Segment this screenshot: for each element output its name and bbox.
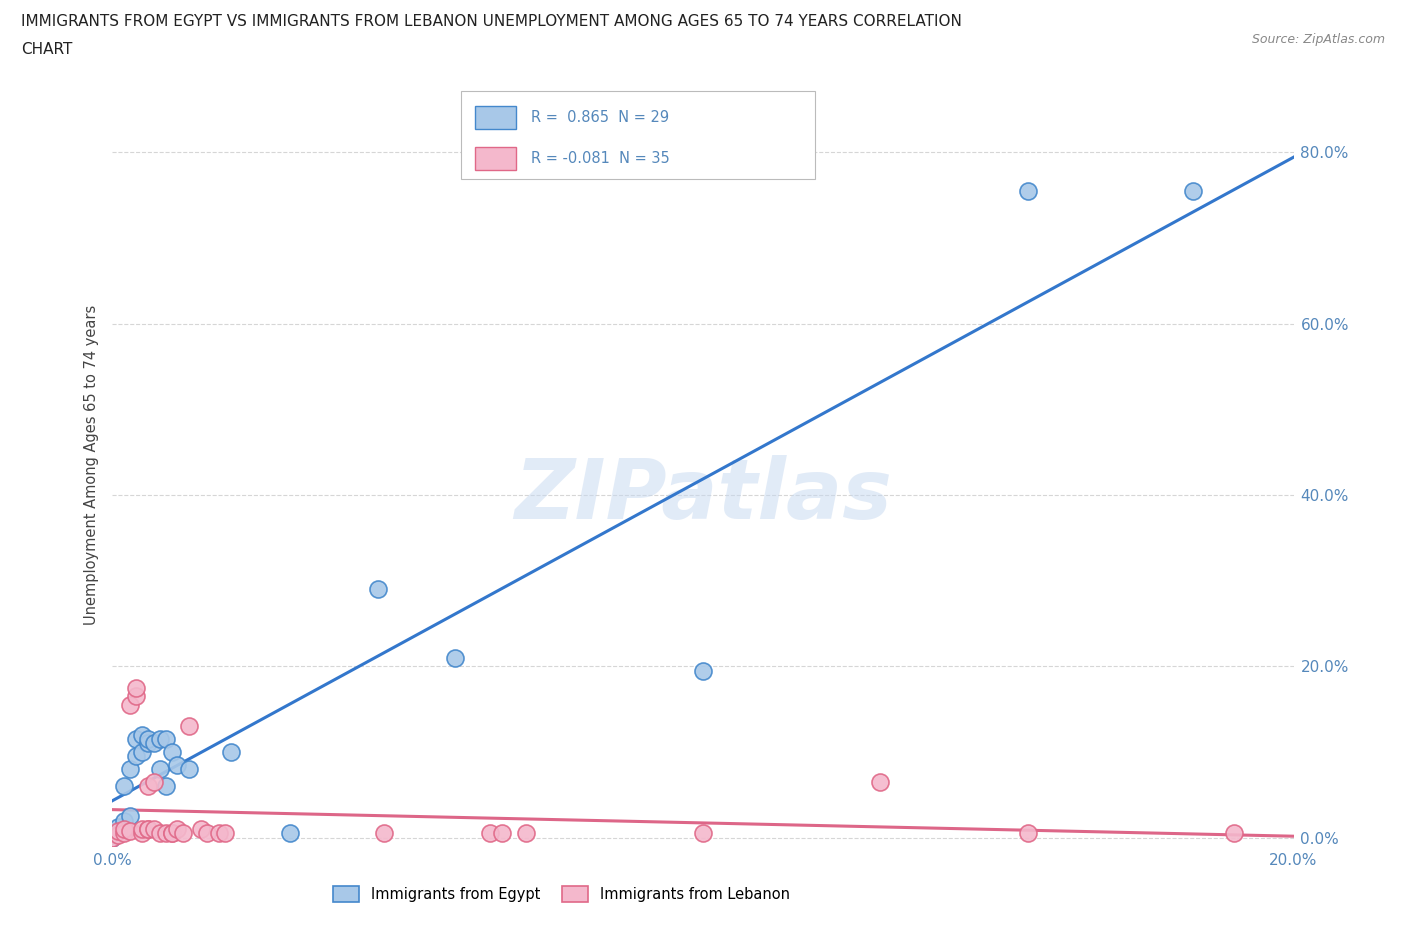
Point: [155, 732, 177, 747]
Text: IMMIGRANTS FROM EGYPT VS IMMIGRANTS FROM LEBANON UNEMPLOYMENT AMONG AGES 65 TO 7: IMMIGRANTS FROM EGYPT VS IMMIGRANTS FROM…: [21, 14, 962, 29]
Point: [107, 828, 129, 843]
Point: [155, 779, 177, 794]
Point: [107, 820, 129, 835]
Point: [149, 732, 172, 747]
Text: R = -0.081  N = 35: R = -0.081 N = 35: [530, 152, 669, 166]
Point: [125, 689, 148, 704]
Text: CHART: CHART: [21, 42, 73, 57]
Point: [367, 582, 389, 597]
Point: [515, 826, 537, 841]
Point: [172, 826, 194, 841]
Point: [101, 830, 124, 845]
Point: [112, 813, 135, 828]
Y-axis label: Unemployment Among Ages 65 to 74 years: Unemployment Among Ages 65 to 74 years: [84, 305, 100, 625]
Point: [112, 826, 135, 841]
Point: [101, 830, 124, 845]
Point: [136, 779, 159, 794]
Point: [160, 826, 183, 841]
Point: [179, 762, 201, 777]
Point: [373, 826, 395, 841]
Point: [131, 727, 153, 742]
Point: [219, 745, 242, 760]
Point: [112, 822, 135, 837]
Point: [208, 826, 231, 841]
Point: [1017, 183, 1039, 198]
Point: [214, 826, 236, 841]
Point: [479, 826, 502, 841]
Point: [136, 736, 159, 751]
Point: [125, 749, 148, 764]
Point: [155, 826, 177, 841]
Point: [1223, 826, 1246, 841]
Point: [160, 826, 183, 841]
Point: [136, 732, 159, 747]
Point: [149, 826, 172, 841]
Point: [166, 822, 188, 837]
Point: [692, 663, 714, 678]
Point: [131, 826, 153, 841]
Point: [112, 823, 135, 838]
Point: [166, 757, 188, 772]
Point: [107, 823, 129, 838]
Point: [869, 775, 891, 790]
Point: [149, 762, 172, 777]
Text: R =  0.865  N = 29: R = 0.865 N = 29: [530, 110, 669, 126]
Point: [160, 745, 183, 760]
Point: [142, 775, 165, 790]
Point: [120, 823, 142, 838]
Point: [190, 822, 212, 837]
Point: [179, 719, 201, 734]
FancyBboxPatch shape: [461, 91, 815, 179]
Point: [131, 822, 153, 837]
Point: [136, 822, 159, 837]
FancyBboxPatch shape: [475, 106, 516, 129]
Point: [131, 745, 153, 760]
Point: [1017, 826, 1039, 841]
Point: [491, 826, 513, 841]
Point: [120, 762, 142, 777]
Point: [444, 650, 467, 665]
Point: [112, 779, 135, 794]
FancyBboxPatch shape: [475, 147, 516, 170]
Point: [120, 698, 142, 712]
Point: [136, 822, 159, 837]
Text: Source: ZipAtlas.com: Source: ZipAtlas.com: [1251, 33, 1385, 46]
Point: [142, 822, 165, 837]
Text: ZIPatlas: ZIPatlas: [515, 455, 891, 536]
Point: [195, 826, 218, 841]
Point: [278, 826, 301, 841]
Point: [1182, 183, 1205, 198]
Point: [125, 681, 148, 696]
Point: [142, 736, 165, 751]
Point: [692, 826, 714, 841]
Point: [125, 732, 148, 747]
Point: [120, 809, 142, 824]
Point: [107, 826, 129, 841]
Legend: Immigrants from Egypt, Immigrants from Lebanon: Immigrants from Egypt, Immigrants from L…: [328, 880, 796, 908]
